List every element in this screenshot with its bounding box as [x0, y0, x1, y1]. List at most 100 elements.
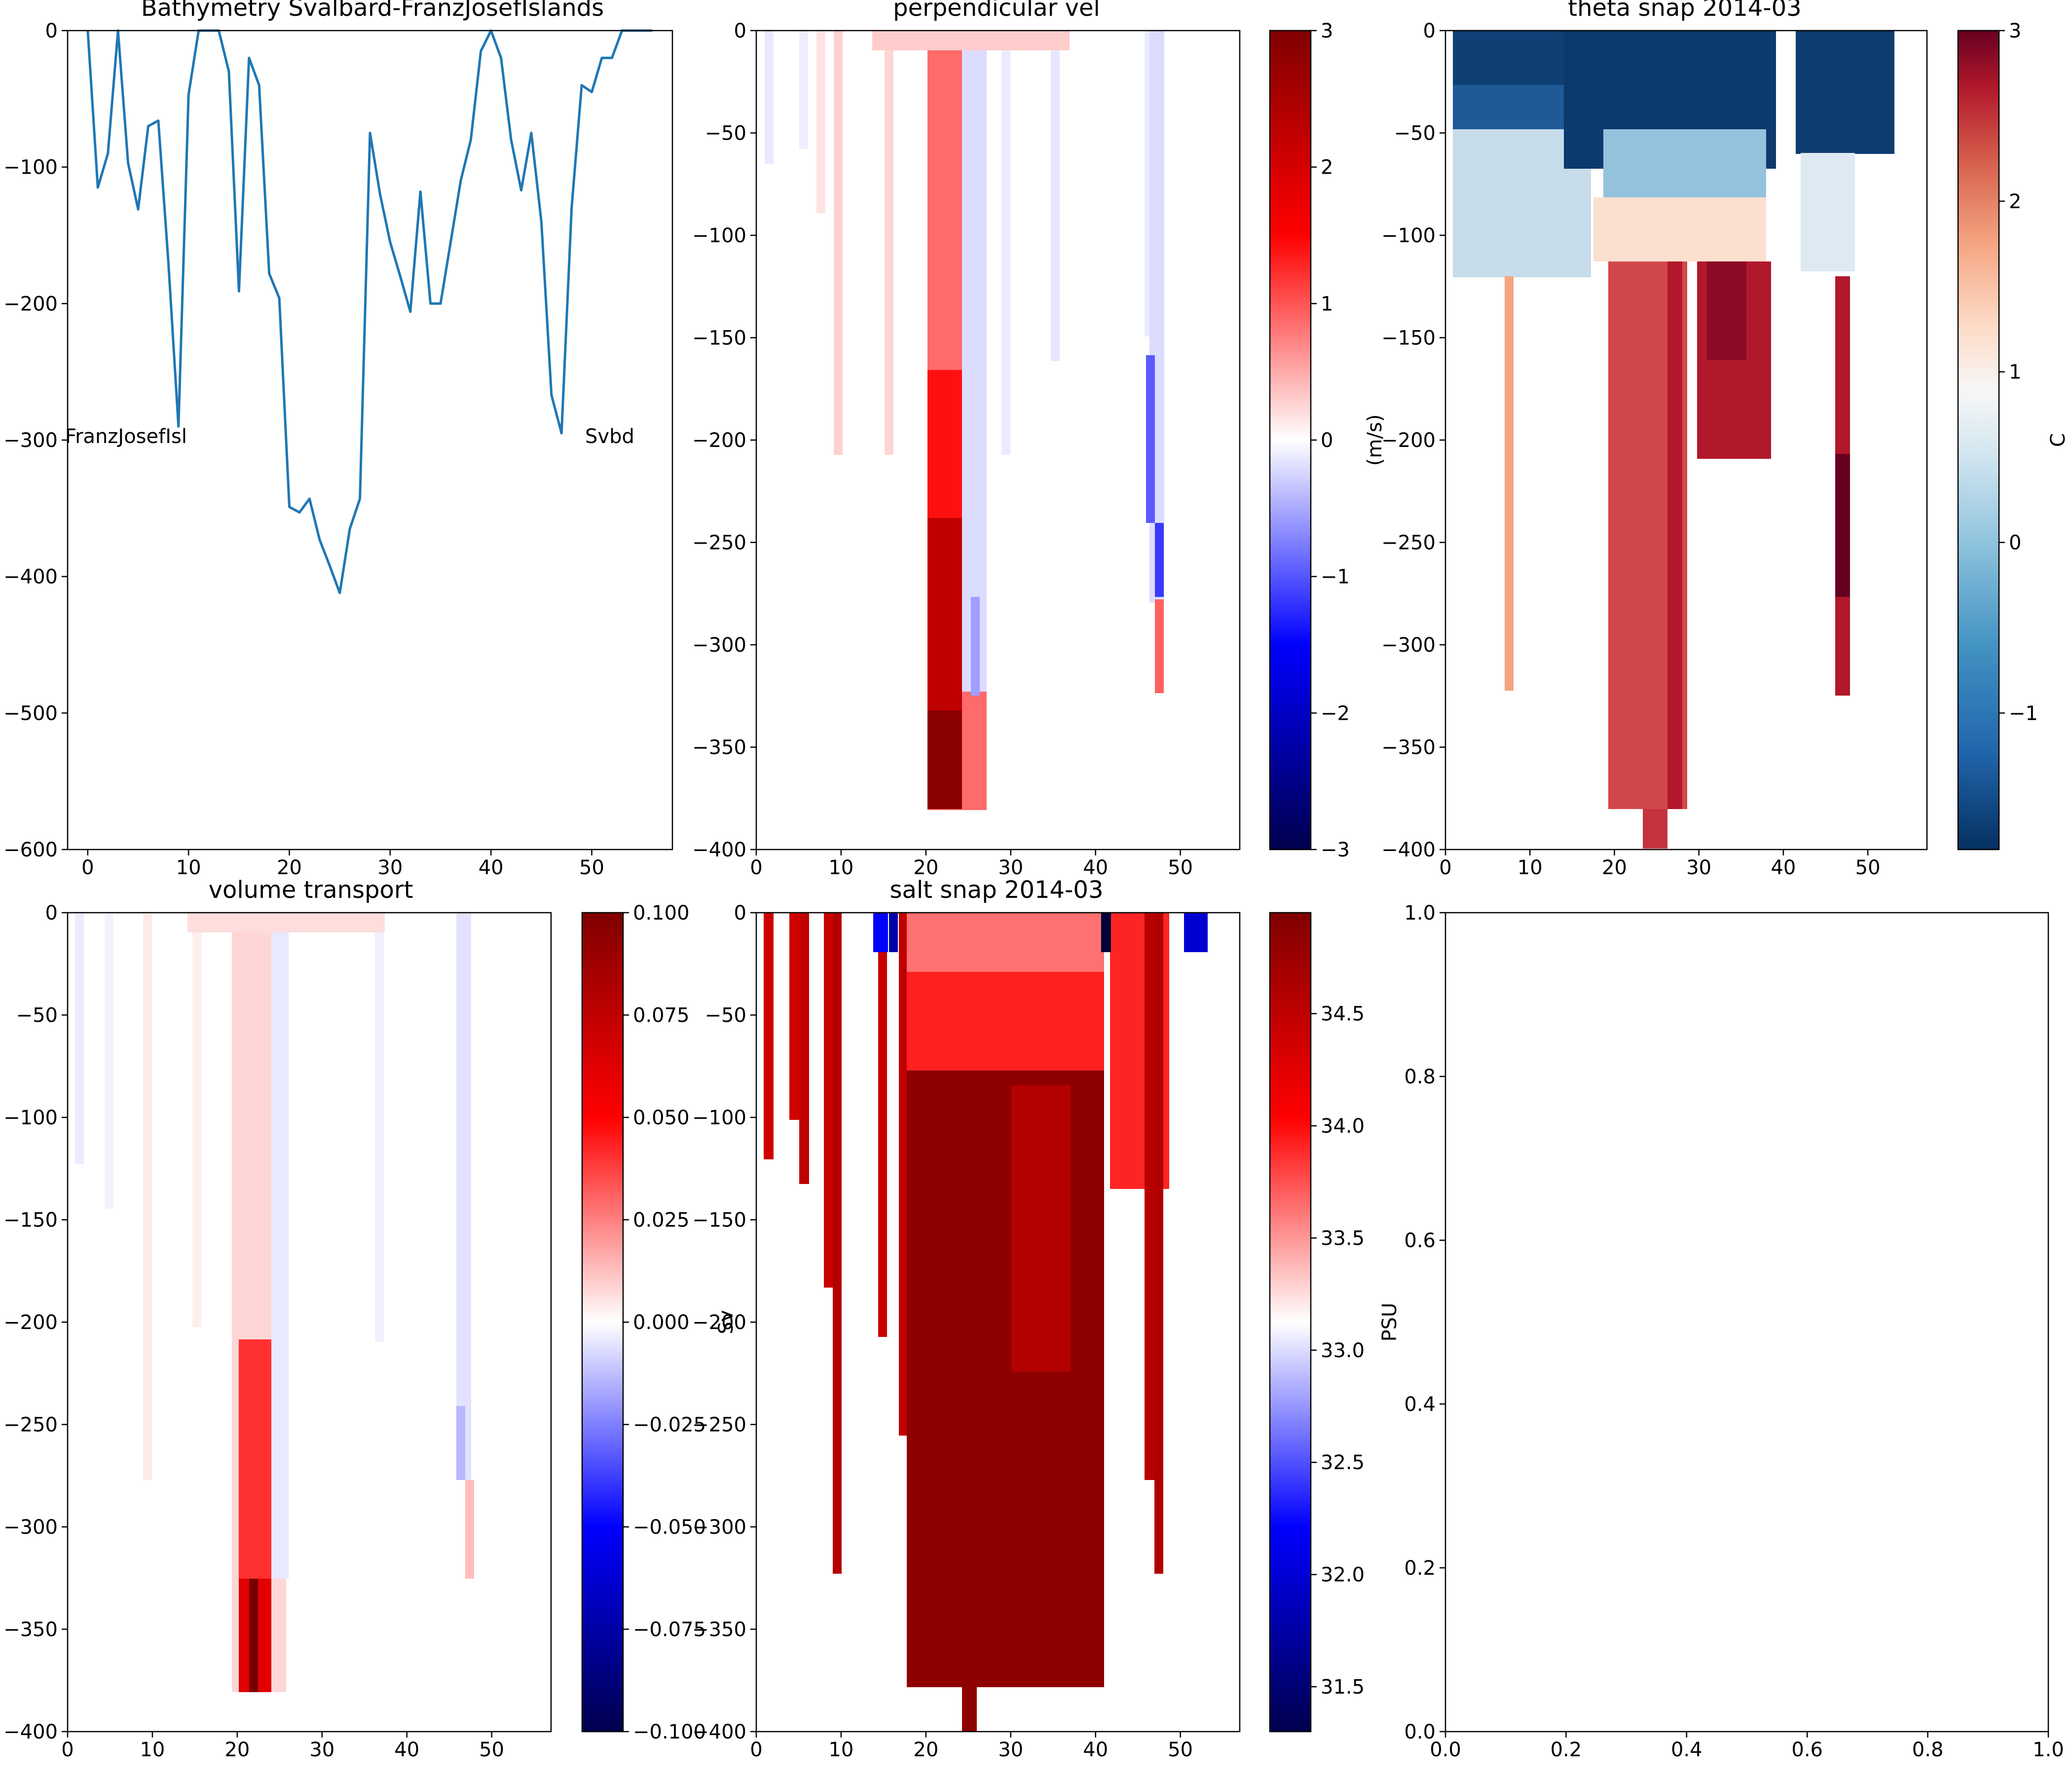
perpendicular-vel-title: perpendicular vel: [893, 0, 1100, 22]
colorbar-tick-label: −0.075: [633, 1619, 706, 1641]
x-tick-label: 0: [750, 1739, 762, 1761]
label-franzjosefisl: FranzJosefIsl: [65, 425, 187, 448]
y-tick-label: −100: [3, 156, 58, 179]
label-svbd: Svbd: [585, 425, 634, 448]
x-tick-label: 50: [1168, 1739, 1193, 1761]
y-tick-label: −350: [1381, 737, 1436, 759]
x-tick-label: 30: [1686, 856, 1711, 879]
y-tick-label: −300: [1381, 634, 1436, 657]
y-tick-label: −200: [1381, 429, 1436, 452]
x-tick-label: 10: [828, 856, 853, 879]
x-tick-label: 40: [1771, 856, 1796, 879]
colorbar-tick-label: 32.0: [1321, 1564, 1365, 1587]
colorbar-tick-label: 0.050: [633, 1107, 690, 1129]
y-tick-label: −400: [3, 1721, 58, 1743]
y-tick-label: −400: [1381, 839, 1436, 861]
salt-snap-colorbar-label: PSU: [1378, 1303, 1401, 1342]
x-tick-label: 0.8: [1912, 1739, 1944, 1761]
x-tick-label: 50: [579, 856, 604, 879]
y-tick-label: −350: [692, 1619, 746, 1641]
salt-snap-colorbar-ticks: 34.5 34.0 33.5 33.0 32.5 32.0 31.5: [1311, 1003, 1365, 1699]
x-tick-label: 30: [998, 1739, 1023, 1761]
colorbar-tick-label: −3: [1321, 839, 1350, 861]
colorbar-tick-label: 31.5: [1321, 1676, 1365, 1699]
x-tick-label: 30: [998, 856, 1023, 879]
colorbar-tick-label: 0.075: [633, 1004, 690, 1027]
theta-snap-title: theta snap 2014-03: [1568, 0, 1801, 22]
x-tick-label: 40: [1083, 856, 1108, 879]
y-tick-label: −400: [692, 839, 746, 861]
x-tick-label: 50: [479, 1739, 504, 1761]
theta-snap-colorbar: [1957, 30, 2000, 851]
y-tick-label: −100: [692, 224, 746, 247]
x-tick-label: 40: [1083, 1739, 1108, 1761]
colorbar-tick-label: 3: [1321, 20, 1333, 42]
colorbar-tick-label: −1: [1321, 566, 1350, 589]
perpendicular-vel-axes-frame: [755, 30, 1241, 851]
y-tick-label: −200: [3, 293, 58, 315]
x-tick-label: 0: [750, 856, 762, 879]
bathymetry-plot: [86, 29, 653, 594]
perpendicular-vel-colorbar-label: (m/s): [1364, 414, 1386, 466]
y-tick-label: 0.8: [1404, 1066, 1436, 1088]
x-tick-label: 30: [309, 1739, 334, 1761]
x-tick-label: 0: [1439, 856, 1451, 879]
y-tick-label: −200: [3, 1311, 58, 1334]
volume-transport-colorbar-label: Sv: [715, 1310, 738, 1334]
colorbar-tick-label: 33.0: [1321, 1339, 1365, 1362]
volume-transport-heatmap: [75, 913, 474, 1692]
x-tick-label: 0.2: [1551, 1739, 1582, 1761]
x-tick-label: 0.4: [1671, 1739, 1702, 1761]
perpendicular-vel-colorbar-ticks: 3 2 1 0 −1 −2 −3: [1311, 20, 1350, 861]
y-tick-label: −350: [3, 1619, 58, 1641]
y-tick-label: −50: [705, 122, 746, 145]
x-tick-label: 10: [140, 1739, 165, 1761]
x-tick-label: 0.0: [1430, 1739, 1461, 1761]
y-tick-label: 0.2: [1404, 1557, 1436, 1580]
x-tick-label: 0: [61, 1739, 74, 1761]
y-tick-label: −150: [692, 327, 746, 350]
colorbar-tick-label: 0: [1321, 429, 1333, 452]
colorbar-tick-label: 1: [2009, 361, 2021, 384]
panel-theta-snap: theta snap 2014-03: [1444, 0, 2070, 851]
volume-transport-colorbar-ticks: 0.100 0.075 0.050 0.025 0.000 −0.025 −0.050 −0.…: [623, 902, 706, 1743]
x-tick-label: 20: [913, 1739, 938, 1761]
colorbar-tick-label: 0.100: [633, 902, 690, 925]
y-tick-label: −300: [3, 429, 58, 452]
y-tick-label: −300: [3, 1516, 58, 1539]
theta-snap-heatmap: [1453, 31, 1894, 849]
y-tick-label: −250: [692, 532, 746, 555]
salt-snap-colorbar: [1269, 912, 1312, 1733]
y-tick-label: −100: [1381, 224, 1436, 247]
x-tick-label: 50: [1855, 856, 1881, 879]
salt-snap-title: salt snap 2014-03: [890, 876, 1104, 904]
theta-snap-colorbar-label: C: [2047, 433, 2070, 447]
colorbar-tick-label: −0.025: [633, 1414, 706, 1437]
y-tick-label: −50: [705, 1004, 746, 1027]
y-tick-label: −50: [1394, 122, 1436, 145]
y-tick-label: −200: [692, 1311, 746, 1334]
y-tick-label: 0: [734, 20, 746, 42]
x-tick-label: 10: [176, 856, 201, 879]
y-tick-label: −250: [1381, 532, 1436, 555]
colorbar-tick-label: 1: [1321, 293, 1333, 315]
x-tick-label: 50: [1168, 856, 1193, 879]
perpendicular-vel-colorbar: [1269, 30, 1312, 851]
panel-perpendicular-vel: perpendicular vel: [755, 0, 1386, 861]
colorbar-tick-label: 34.5: [1321, 1003, 1365, 1026]
y-tick-label: −250: [3, 1414, 58, 1437]
colorbar-tick-label: −1: [2009, 702, 2038, 725]
y-tick-label: 0: [45, 902, 58, 925]
perpendicular-vel-heatmap: [765, 31, 1164, 810]
colorbar-tick-label: 32.5: [1321, 1451, 1365, 1474]
y-tick-label: −150: [1381, 327, 1436, 350]
x-tick-label: 10: [1517, 856, 1543, 879]
y-tick-label: 0: [734, 902, 746, 925]
volume-transport-axes-frame: [67, 912, 552, 1733]
y-tick-label: 0.0: [1404, 1721, 1436, 1743]
colorbar-tick-label: 2: [1321, 156, 1333, 179]
colorbar-tick-label: 2: [2009, 190, 2021, 213]
x-tick-label: 20: [224, 1739, 250, 1761]
colorbar-tick-label: 3: [2009, 20, 2021, 42]
